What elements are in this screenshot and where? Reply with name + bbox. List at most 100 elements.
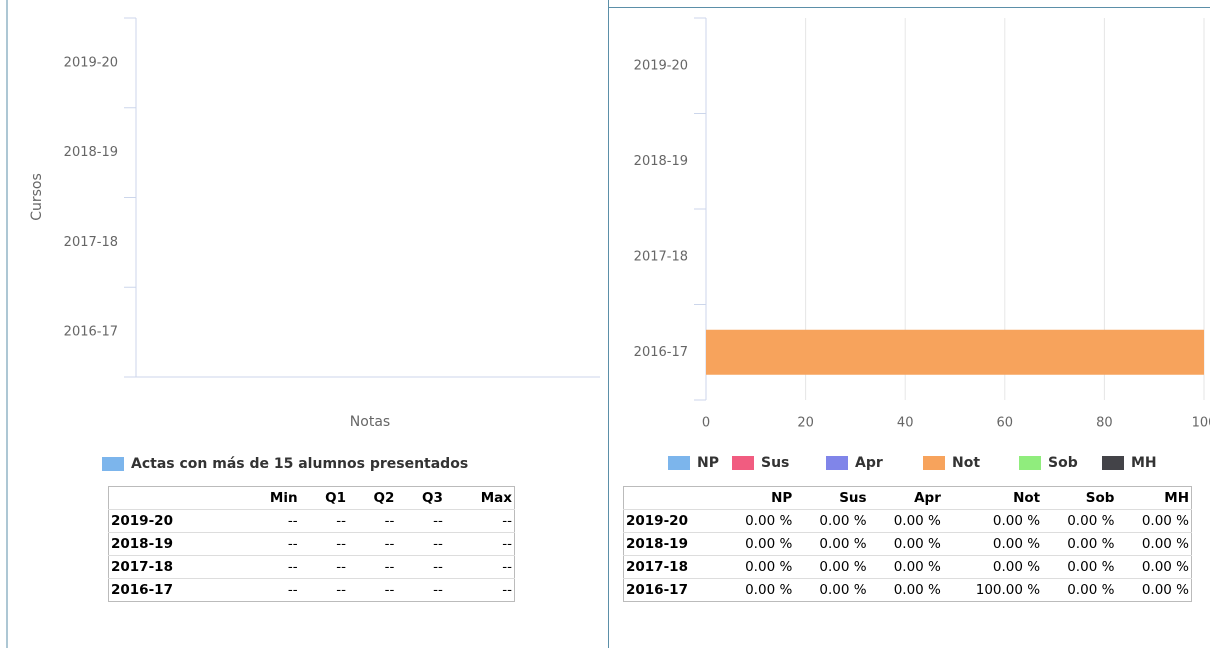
cell: --	[396, 509, 445, 533]
cell: --	[348, 555, 397, 579]
legend-swatch	[1102, 456, 1124, 470]
cell: 0.00 %	[719, 532, 795, 556]
legend-label: Actas con más de 15 alumnos presentados	[131, 456, 468, 472]
legend-label: Not	[952, 455, 980, 471]
bar-segment	[706, 329, 1204, 375]
table-row: 2018-19 0.00 % 0.00 % 0.00 % 0.00 % 0.00 % 0.0…	[623, 532, 1192, 556]
cell: --	[299, 555, 348, 579]
cell: --	[299, 578, 348, 602]
column-header: Sob	[1085, 490, 1115, 506]
legend-label: MH	[1131, 455, 1157, 471]
table-row: 2017-18 -- -- -- -- --	[108, 555, 515, 579]
y-tick-label: 2017-18	[634, 249, 688, 264]
y-axis-title: Cursos	[29, 173, 45, 221]
cell: --	[348, 578, 397, 602]
cell: 0.00 %	[868, 532, 943, 556]
percent-table: NP Sus Apr Not Sob MH 2019-20 0.00 % 0.00 % 0.00 …	[623, 486, 1192, 602]
table-row: 2019-20 -- -- -- -- --	[108, 509, 515, 533]
cell: --	[237, 578, 300, 602]
y-tick-label: 2018-19	[64, 145, 118, 160]
cell: 0.00 %	[1116, 578, 1192, 602]
y-tick-label: 2019-20	[64, 55, 118, 70]
column-header: Q3	[421, 490, 443, 506]
column-header: Min	[269, 490, 298, 506]
row-label: 2018-19	[108, 532, 238, 556]
x-tick-label: 40	[897, 416, 914, 431]
cell: 0.00 %	[719, 509, 795, 533]
x-tick-label: 60	[997, 416, 1014, 431]
x-axis-title: Notas	[350, 414, 390, 430]
column-header: Q1	[325, 490, 346, 506]
legend-swatch	[668, 456, 690, 470]
cell: 0.00 %	[794, 509, 869, 533]
row-label: 2016-17	[108, 578, 238, 602]
cell: --	[348, 532, 397, 556]
legend-label: Sob	[1048, 455, 1078, 471]
cell: --	[396, 578, 445, 602]
cell: 0.00 %	[1042, 555, 1117, 579]
cell: --	[444, 578, 515, 602]
column-header: Not	[1013, 490, 1041, 506]
cell: --	[237, 509, 300, 533]
x-tick-label: 0	[702, 416, 710, 431]
row-label: 2018-19	[623, 532, 720, 556]
row-label: 2019-20	[108, 509, 238, 533]
cell: --	[237, 532, 300, 556]
column-header: NP	[771, 490, 793, 506]
cell: 100.00 %	[942, 578, 1043, 602]
cell: --	[396, 532, 445, 556]
y-tick-label: 2016-17	[634, 345, 688, 360]
cell: 0.00 %	[868, 555, 943, 579]
legend-label: NP	[697, 455, 719, 471]
cell: --	[444, 509, 515, 533]
cell: 0.00 %	[719, 578, 795, 602]
cell: --	[299, 532, 348, 556]
legend-swatch	[923, 456, 945, 470]
cell: --	[348, 509, 397, 533]
table-row: 2016-17 0.00 % 0.00 % 0.00 % 100.00 % 0.00 % 0…	[623, 578, 1192, 602]
x-tick-label: 80	[1096, 416, 1113, 431]
cell: --	[444, 532, 515, 556]
stats-table: Min Q1 Q2 Q3 Max 2019-20 -- -- -- -- -- 2018-19 -- --…	[108, 486, 515, 602]
cell: 0.00 %	[794, 555, 869, 579]
table-row: 2018-19 -- -- -- -- --	[108, 532, 515, 556]
cell: 0.00 %	[794, 578, 869, 602]
cell: --	[237, 555, 300, 579]
row-label: 2017-18	[108, 555, 238, 579]
cell: 0.00 %	[942, 555, 1043, 579]
column-header: Sus	[839, 490, 867, 506]
legend-swatch	[826, 456, 848, 470]
legend-swatch	[732, 456, 754, 470]
row-label: 2019-20	[623, 509, 720, 533]
cell: 0.00 %	[1042, 509, 1117, 533]
cell: 0.00 %	[942, 532, 1043, 556]
y-tick-label: 2018-19	[634, 154, 688, 169]
legend-label: Sus	[761, 455, 789, 471]
cell: 0.00 %	[1116, 555, 1192, 579]
cell: 0.00 %	[868, 509, 943, 533]
table-row: 2019-20 0.00 % 0.00 % 0.00 % 0.00 % 0.00 % 0.0…	[623, 509, 1192, 533]
legend-swatch	[102, 457, 124, 471]
cell: 0.00 %	[1042, 532, 1117, 556]
y-tick-label: 2017-18	[64, 235, 118, 250]
cell: --	[444, 555, 515, 579]
legend-swatch	[1019, 456, 1041, 470]
column-header: Apr	[914, 490, 941, 506]
cell: 0.00 %	[868, 578, 943, 602]
corner-cell	[109, 487, 238, 510]
y-tick-label: 2019-20	[634, 58, 688, 73]
cell: 0.00 %	[942, 509, 1043, 533]
x-tick-label: 20	[797, 416, 814, 431]
column-header: Q2	[373, 490, 395, 506]
cell: --	[299, 509, 348, 533]
table-row: 2016-17 -- -- -- -- --	[108, 578, 515, 602]
cell: 0.00 %	[1042, 578, 1117, 602]
column-header: MH	[1164, 490, 1189, 506]
cell: 0.00 %	[1116, 532, 1192, 556]
y-tick-label: 2016-17	[64, 325, 118, 340]
row-label: 2017-18	[623, 555, 720, 579]
column-header: Max	[480, 490, 512, 506]
cell: --	[396, 555, 445, 579]
